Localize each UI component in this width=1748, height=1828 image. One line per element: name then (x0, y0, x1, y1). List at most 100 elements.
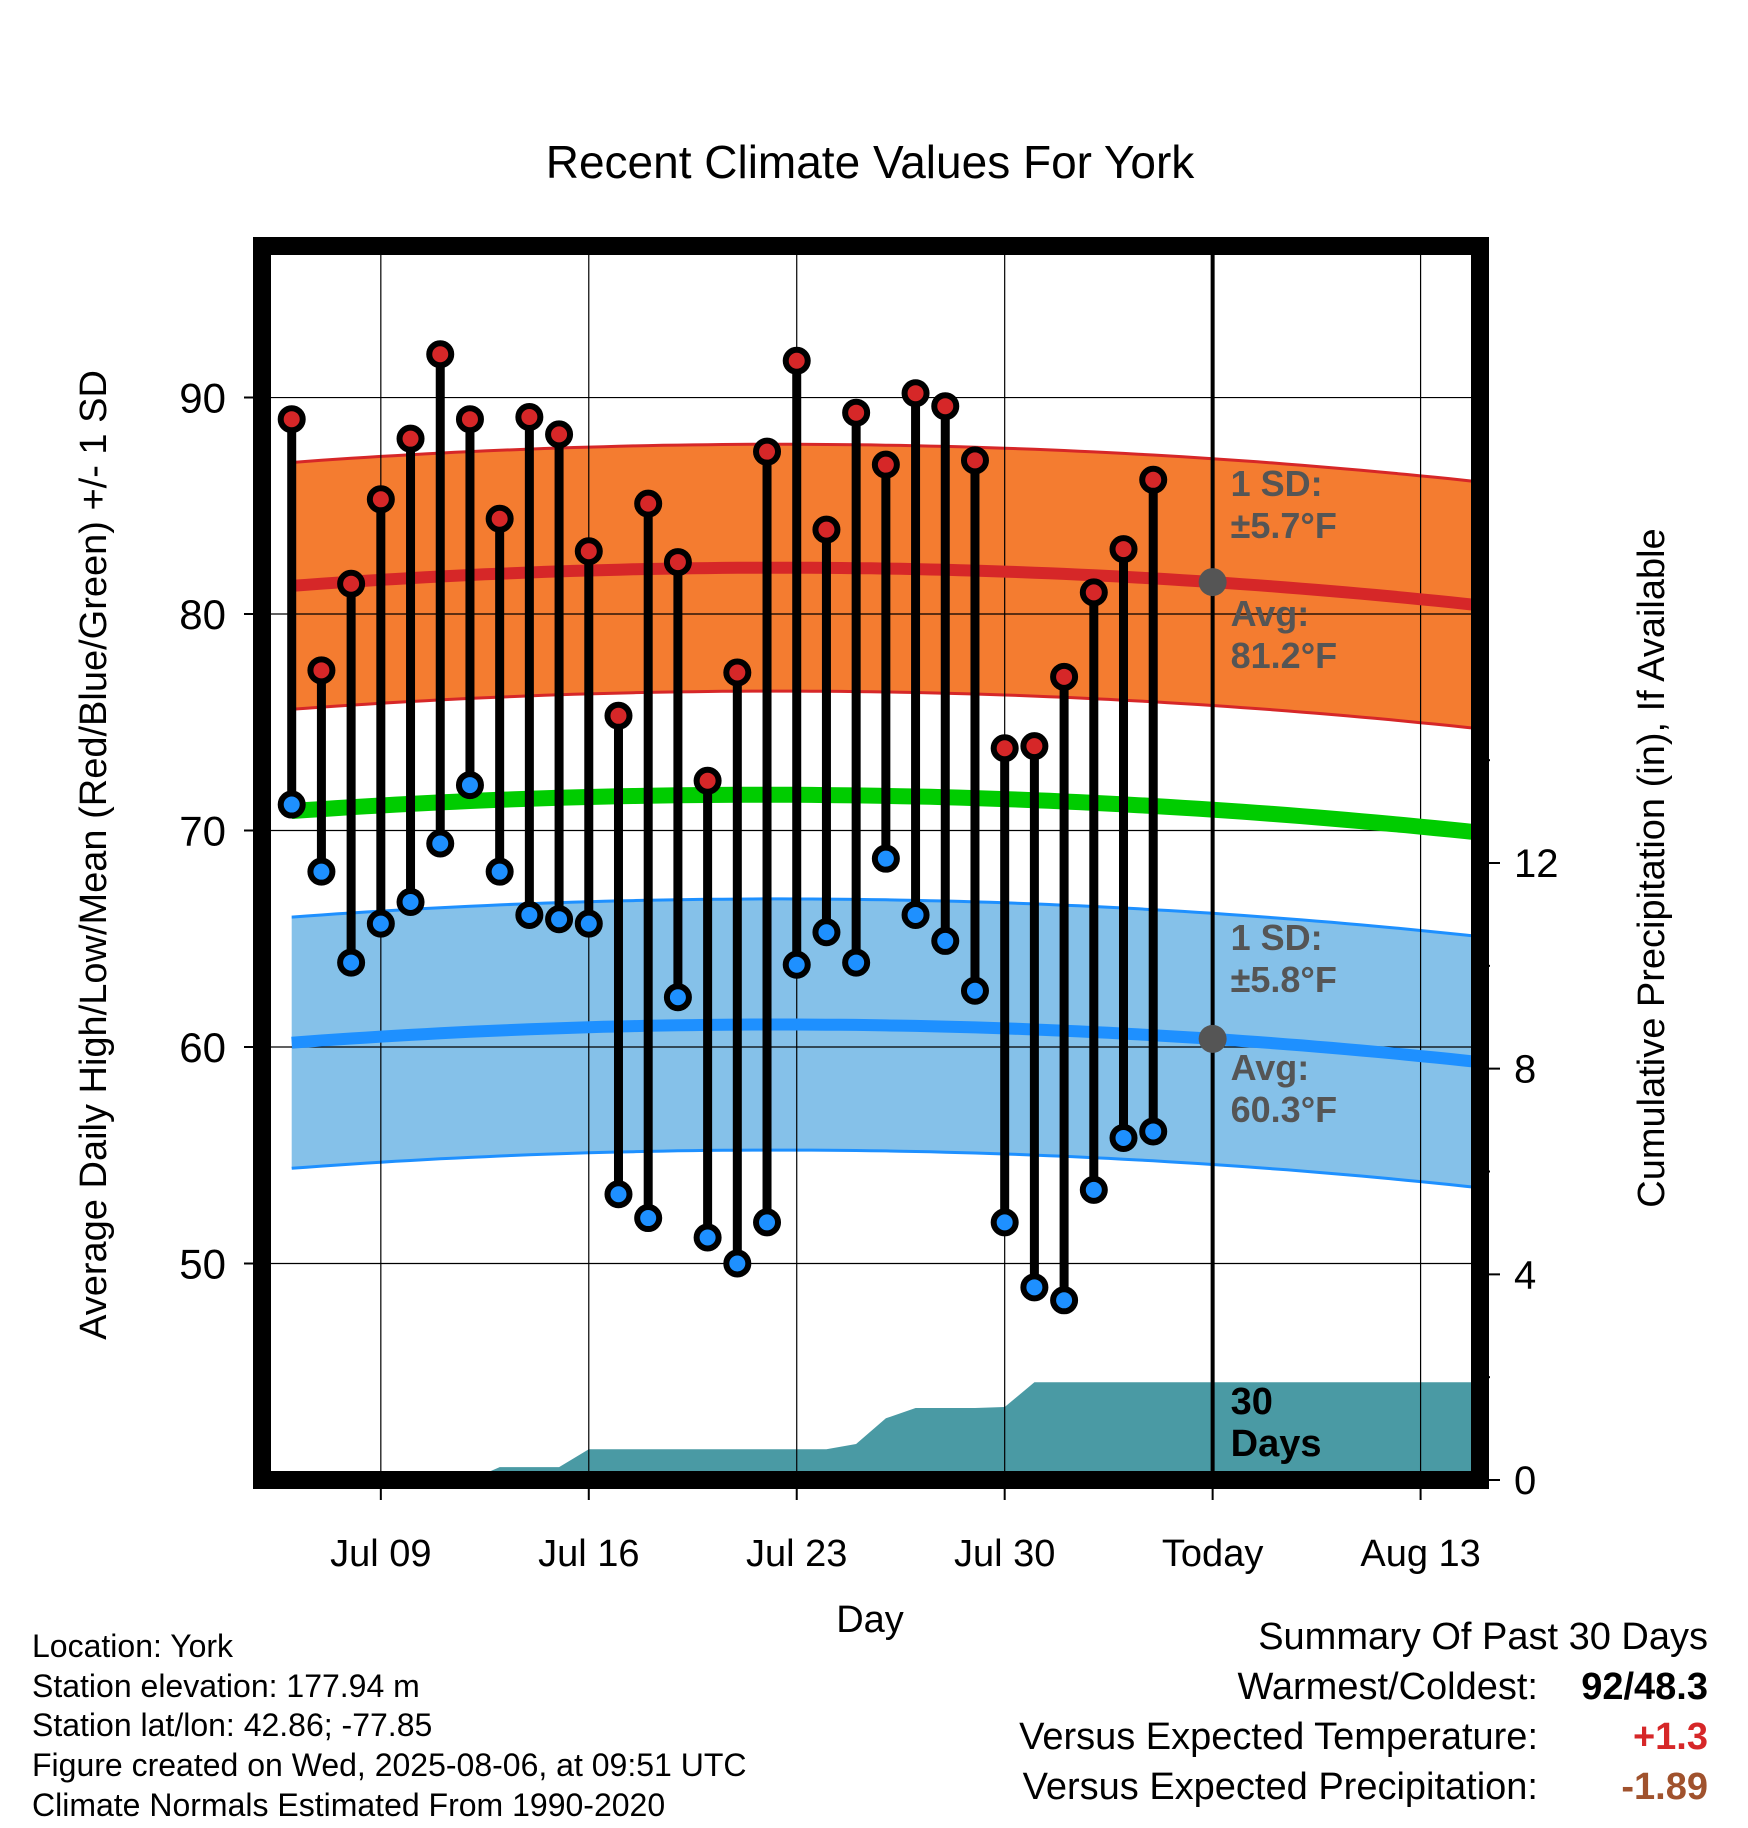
low-avg-annotation: 60.3°F (1231, 1089, 1337, 1130)
daily-low-point (307, 857, 336, 886)
daily-low-point (1139, 1117, 1168, 1146)
daily-low-point (545, 905, 574, 934)
low-sd-lower-line (291, 1148, 1481, 1190)
daily-low-point (693, 1223, 722, 1252)
low-avg-annotation: Avg: (1231, 1047, 1310, 1088)
daily-low-point (1079, 1175, 1108, 1204)
y2-axis-label: Cumulative Precipitation (in), If Availa… (1631, 528, 1673, 1207)
precip-value: -1.89 (1621, 1766, 1708, 1808)
temp-value: +1.3 (1632, 1716, 1708, 1758)
daily-high-point (1139, 465, 1168, 494)
daily-low-point (663, 983, 692, 1012)
x-tick-label: Jul 30 (954, 1533, 1055, 1575)
summary-panel: Summary Of Past 30 Days Warmest/Coldest:… (1019, 1612, 1708, 1812)
elevation-text: Station elevation: 177.94 m (32, 1668, 420, 1704)
high-avg-annotation: Avg: (1231, 593, 1310, 634)
daily-high-point (366, 485, 395, 514)
daily-high-point (663, 548, 692, 577)
daily-high-point (396, 424, 425, 453)
normals-text: Climate Normals Estimated From 1990-2020 (32, 1787, 666, 1823)
warmest-row: Warmest/Coldest: 92/48.3 (1019, 1662, 1708, 1712)
temp-row: Versus Expected Temperature: +1.3 (1019, 1712, 1708, 1762)
x-tick-label: Jul 23 (746, 1533, 847, 1575)
low-normal-line (291, 1018, 1481, 1069)
daily-low-point (723, 1249, 752, 1278)
daily-low-point (753, 1208, 782, 1237)
daily-high-point (1050, 662, 1079, 691)
daily-high-point (485, 504, 514, 533)
y2-tick-label: 0 (1514, 1459, 1536, 1503)
daily-low-point (337, 948, 366, 977)
daily-high-point (1079, 578, 1108, 607)
daily-high-point (426, 340, 455, 369)
y-tick-label: 60 (179, 1024, 226, 1071)
daily-low-point (634, 1204, 663, 1233)
daily-low-point (842, 948, 871, 977)
days-annotation: Days (1231, 1423, 1322, 1465)
precip-label: Versus Expected Precipitation: (1022, 1766, 1538, 1808)
y-axis-label: Average Daily High/Low/Mean (Red/Blue/Gr… (73, 370, 115, 1340)
daily-low-point (515, 900, 544, 929)
daily-low-point (990, 1208, 1019, 1237)
warmest-label: Warmest/Coldest: (1237, 1666, 1538, 1708)
x-tick-label: Jul 09 (330, 1533, 431, 1575)
y2-tick-label: 8 (1514, 1048, 1536, 1092)
daily-low-point (426, 829, 455, 858)
daily-low-point (1050, 1286, 1079, 1315)
daily-high-point (455, 405, 484, 434)
summary-title-text: Summary Of Past 30 Days (1258, 1616, 1708, 1658)
latlon-text: Station lat/lon: 42.86; -77.85 (32, 1707, 433, 1743)
x-tick-label: Today (1162, 1533, 1263, 1575)
daily-high-point (545, 420, 574, 449)
today-low-normal-dot (1198, 1024, 1227, 1053)
daily-high-point (871, 450, 900, 479)
high-sd-upper-line (291, 442, 1481, 484)
daily-low-point (277, 790, 306, 819)
daily-low-point (1109, 1123, 1138, 1152)
daily-high-point (693, 766, 722, 795)
axes: 50 60 70 80 90 0 4 8 12 Jul 09 Jul 16 Jul 23 Jul 30 T… (179, 237, 1559, 1575)
created-text: Figure created on Wed, 2025-08-06, at 09… (32, 1747, 747, 1783)
daily-low-point (455, 771, 484, 800)
days-annotation: 30 (1231, 1381, 1273, 1423)
temp-label: Versus Expected Temperature: (1019, 1716, 1538, 1758)
daily-high-point (1020, 732, 1049, 761)
y-tick-label: 70 (179, 808, 226, 855)
daily-low-point (960, 976, 989, 1005)
daily-low-point (782, 950, 811, 979)
today-high-normal-dot (1198, 568, 1227, 597)
daily-low-point (485, 857, 514, 886)
y2-tick-label: 12 (1514, 842, 1559, 886)
low-sd-annotation: 1 SD: (1231, 917, 1323, 958)
x-tick-label: Aug 13 (1360, 1533, 1480, 1575)
daily-high-point (901, 379, 930, 408)
x-tick-label: Jul 16 (538, 1533, 639, 1575)
daily-low-point (604, 1180, 633, 1209)
daily-high-point (1109, 535, 1138, 564)
daily-high-point (277, 405, 306, 434)
warmest-value: 92/48.3 (1581, 1666, 1708, 1708)
summary-title: Summary Of Past 30 Days (1019, 1612, 1708, 1662)
chart-title: Recent Climate Values For York (546, 136, 1196, 188)
daily-high-point (931, 392, 960, 421)
low-sd-annotation: ±5.8°F (1231, 959, 1337, 1000)
low-sd-upper-line (291, 897, 1481, 939)
daily-low-point (1020, 1273, 1049, 1302)
high-sd-annotation: ±5.7°F (1231, 505, 1337, 546)
daily-high-point (515, 403, 544, 432)
daily-high-point (604, 701, 633, 730)
location-text: Location: York (32, 1628, 234, 1664)
y-tick-label: 50 (179, 1241, 226, 1288)
daily-high-point (307, 656, 336, 685)
daily-high-point (723, 658, 752, 687)
daily-low-point (901, 900, 930, 929)
daily-high-point (337, 569, 366, 598)
daily-high-point (990, 734, 1019, 763)
high-avg-annotation: 81.2°F (1231, 635, 1337, 676)
y-tick-label: 80 (179, 591, 226, 638)
y-tick-label: 90 (179, 375, 226, 422)
daily-low-point (574, 909, 603, 938)
high-sd-annotation: 1 SD: (1231, 463, 1323, 504)
x-axis-label: Day (836, 1599, 904, 1641)
